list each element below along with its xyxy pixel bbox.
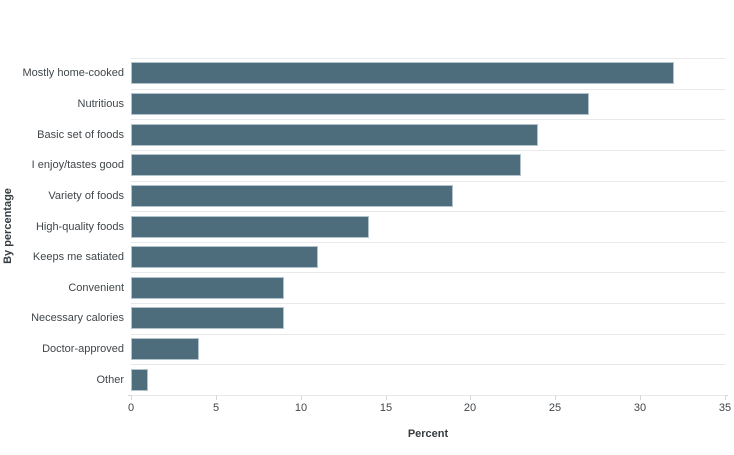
- bar-high-quality-foods: [131, 216, 369, 238]
- gridline: [131, 150, 725, 151]
- gridline: [131, 303, 725, 304]
- x-tick-label-0: 0: [127, 402, 135, 414]
- x-tick: [470, 395, 471, 400]
- bar-necessary-calories: [131, 307, 284, 329]
- x-tick: [301, 395, 302, 400]
- category-label-keeps-me-satiated: Keeps me satiated: [32, 251, 124, 263]
- bar-i-enjoy-tastes-good: [131, 154, 521, 176]
- x-axis-title: Percent: [407, 428, 449, 440]
- category-label-mostly-home-cooked: Mostly home-cooked: [22, 67, 125, 79]
- x-tick-label-30: 30: [633, 402, 647, 414]
- plot-area: [128, 58, 728, 396]
- category-label-variety-of-foods: Variety of foods: [48, 190, 124, 202]
- category-label-basic-set-of-foods: Basic set of foods: [37, 129, 124, 141]
- category-label-nutritious: Nutritious: [77, 98, 124, 110]
- x-tick-label-35: 35: [718, 402, 732, 414]
- bar-keeps-me-satiated: [131, 246, 318, 268]
- category-label-doctor-approved: Doctor-approved: [42, 343, 124, 355]
- gridline: [131, 119, 725, 120]
- x-tick: [725, 395, 726, 400]
- category-label-necessary-calories: Necessary calories: [31, 312, 124, 324]
- gridline: [131, 272, 725, 273]
- bar-mostly-home-cooked: [131, 62, 674, 84]
- gridline: [131, 58, 725, 59]
- bar-nutritious: [131, 93, 589, 115]
- x-tick-label-15: 15: [379, 402, 393, 414]
- x-tick: [555, 395, 556, 400]
- gridline: [131, 242, 725, 243]
- x-tick: [216, 395, 217, 400]
- x-tick-label-10: 10: [294, 402, 308, 414]
- x-tick: [131, 395, 132, 400]
- bar-other: [131, 369, 148, 391]
- bar-basic-set-of-foods: [131, 124, 538, 146]
- x-tick: [640, 395, 641, 400]
- gridline: [131, 211, 725, 212]
- gridline: [131, 334, 725, 335]
- x-tick: [386, 395, 387, 400]
- x-tick-label-5: 5: [212, 402, 220, 414]
- bar-variety-of-foods: [131, 185, 453, 207]
- gridline: [131, 181, 725, 182]
- gridline: [131, 89, 725, 90]
- category-label-high-quality-foods: High-quality foods: [35, 221, 124, 233]
- x-tick-label-25: 25: [548, 402, 562, 414]
- category-label-i-enjoy-tastes-good: I enjoy/tastes good: [31, 159, 124, 171]
- x-tick-label-20: 20: [463, 402, 477, 414]
- gridline: [131, 395, 725, 396]
- bar-convenient: [131, 277, 284, 299]
- category-label-other: Other: [96, 374, 124, 386]
- category-label-convenient: Convenient: [68, 282, 124, 294]
- bar-doctor-approved: [131, 338, 199, 360]
- gridline: [131, 364, 725, 365]
